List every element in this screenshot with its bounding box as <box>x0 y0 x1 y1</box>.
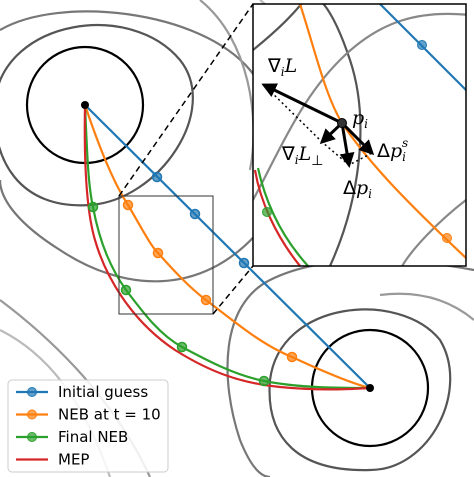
initial-path <box>84 104 371 389</box>
grad-label: ∇iL <box>267 55 297 79</box>
minimum <box>366 384 374 392</box>
legend-marker <box>27 432 37 442</box>
zoom-box <box>118 195 214 315</box>
grad-perp-label: ∇iL⊥ <box>281 143 323 169</box>
legend-marker <box>27 409 37 420</box>
final-neb-path <box>83 104 371 390</box>
zoom-line <box>118 3 254 197</box>
spring-step-label: Δpis <box>377 136 408 164</box>
legend: Initial guess NEB at t = 10 Final NEB MEP <box>7 379 169 473</box>
images <box>87 171 298 387</box>
legend-label: MEP <box>58 451 89 469</box>
neb-t10-path <box>83 104 371 390</box>
step-label: Δpi <box>343 177 372 201</box>
inset: ∇iL ∇iL⊥ pi Δpi Δpis <box>252 3 467 267</box>
legend-label: Initial guess <box>58 383 148 401</box>
legend-label: Final NEB <box>58 428 128 446</box>
point-label: pi <box>352 107 368 131</box>
minimum <box>81 101 89 109</box>
legend-marker <box>27 387 37 397</box>
mep-path <box>83 104 371 391</box>
legend-label: NEB at t = 10 <box>58 406 161 424</box>
zoom-line <box>212 265 254 315</box>
